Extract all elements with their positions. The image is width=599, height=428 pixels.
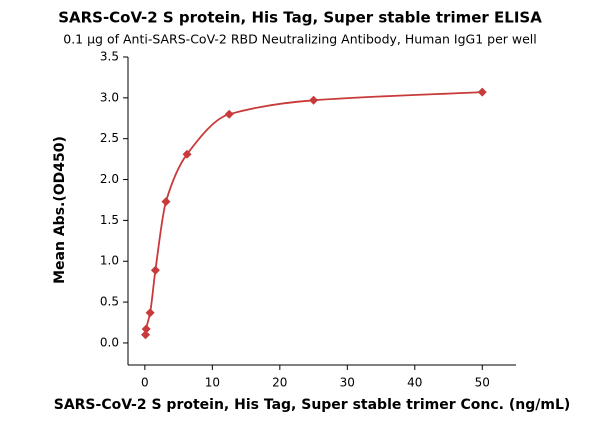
y-tick-label: 2.5 [100, 131, 119, 145]
y-tick-label: 3.0 [100, 90, 119, 104]
chart-title: SARS-CoV-2 S protein, His Tag, Super sta… [58, 9, 542, 27]
x-tick-label: 40 [407, 376, 422, 390]
y-tick-label: 2.0 [100, 172, 119, 186]
data-point [145, 308, 155, 318]
y-axis-label: Mean Abs.(OD450) [52, 136, 68, 284]
y-tick-label: 1.0 [100, 254, 119, 268]
y-tick-label: 1.5 [100, 213, 119, 227]
data-point [224, 109, 234, 119]
data-point [309, 95, 319, 105]
x-axis-label: SARS-CoV-2 S protein, His Tag, Super sta… [54, 397, 571, 413]
data-point [161, 197, 171, 207]
x-tick-label: 20 [272, 376, 287, 390]
x-tick-label: 50 [475, 376, 490, 390]
y-tick-label: 0.5 [100, 295, 119, 309]
data-point [477, 87, 487, 97]
data-point [150, 265, 160, 275]
x-tick-label: 0 [141, 376, 149, 390]
data-point [182, 149, 192, 159]
chart-subtitle: 0.1 μg of Anti-SARS-CoV-2 RBD Neutralizi… [63, 32, 537, 47]
fit-curve [144, 91, 483, 335]
data-point [141, 324, 151, 334]
data-point [141, 330, 151, 340]
x-tick-label: 10 [205, 376, 220, 390]
y-tick-label: 3.5 [100, 50, 119, 64]
y-tick-label: 0.0 [100, 335, 119, 349]
x-tick-label: 30 [340, 376, 355, 390]
